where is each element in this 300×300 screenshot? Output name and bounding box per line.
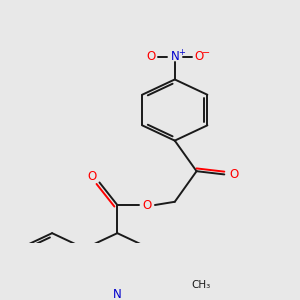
Text: N: N — [170, 50, 179, 63]
Text: −: − — [202, 48, 211, 58]
Text: O: O — [142, 199, 152, 212]
Text: O: O — [194, 50, 203, 63]
Text: O: O — [146, 50, 156, 63]
Text: O: O — [230, 168, 239, 181]
Text: +: + — [178, 48, 185, 57]
Text: CH₃: CH₃ — [191, 280, 211, 290]
Text: O: O — [87, 169, 96, 182]
Text: N: N — [113, 288, 122, 300]
